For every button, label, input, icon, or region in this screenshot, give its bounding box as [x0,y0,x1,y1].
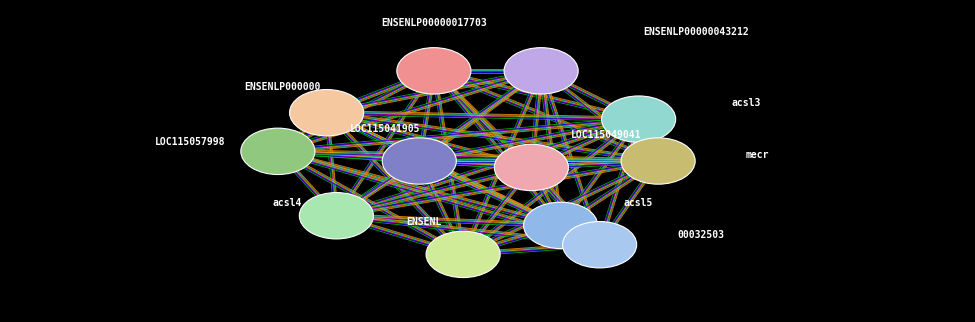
Text: acsl5: acsl5 [624,198,653,208]
Ellipse shape [426,231,500,278]
Ellipse shape [524,202,598,249]
Text: LOC115057998: LOC115057998 [155,137,225,147]
Ellipse shape [290,90,364,136]
Text: acsl3: acsl3 [731,98,760,108]
Text: LOC115049041: LOC115049041 [570,130,641,140]
Ellipse shape [382,138,456,184]
Ellipse shape [299,193,373,239]
Text: ENSENLP00000043212: ENSENLP00000043212 [644,27,749,37]
Text: acsl4: acsl4 [273,198,302,208]
Text: ENSENLP00000017703: ENSENLP00000017703 [381,17,487,28]
Text: 00032503: 00032503 [678,230,724,240]
Ellipse shape [504,48,578,94]
Ellipse shape [602,96,676,142]
Ellipse shape [397,48,471,94]
Ellipse shape [241,128,315,175]
Ellipse shape [494,144,568,191]
Ellipse shape [621,138,695,184]
Text: mecr: mecr [746,149,769,160]
Text: ENSENLP000000: ENSENLP000000 [245,82,321,92]
Ellipse shape [563,222,637,268]
Text: ENSENL: ENSENL [407,217,442,227]
Text: LOC115041905: LOC115041905 [350,124,420,134]
